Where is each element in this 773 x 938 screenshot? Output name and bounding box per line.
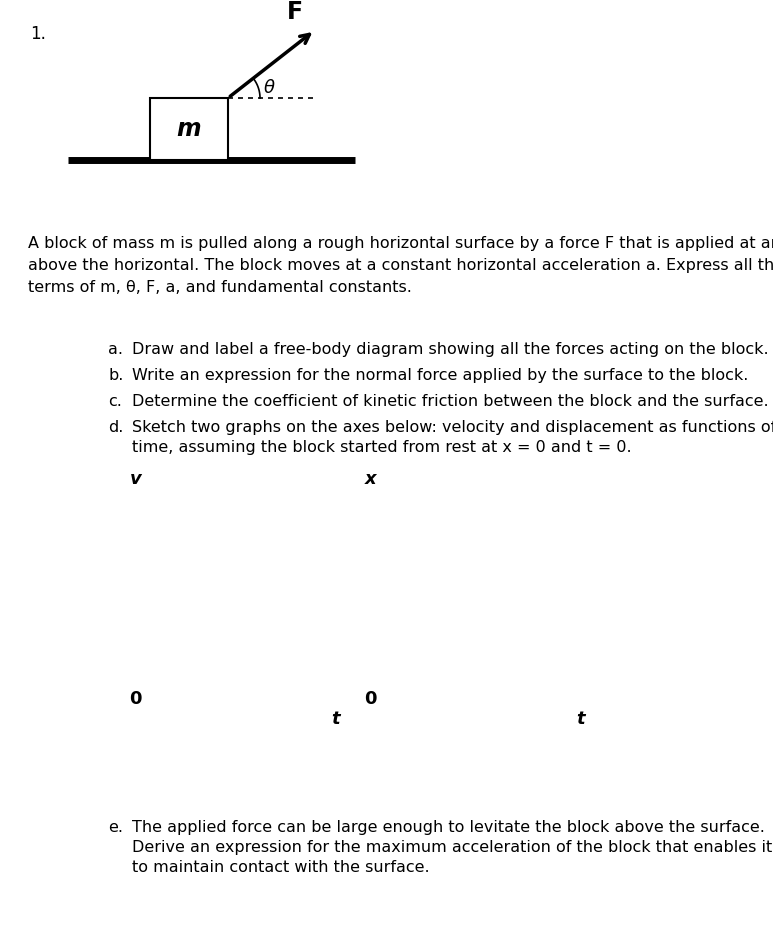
Text: terms of m, θ, F, a, and fundamental constants.: terms of m, θ, F, a, and fundamental con… — [28, 280, 412, 295]
Text: v: v — [131, 470, 142, 488]
Text: c.: c. — [108, 394, 122, 409]
Text: e.: e. — [108, 820, 123, 835]
Text: Sketch two graphs on the axes below: velocity and displacement as functions of: Sketch two graphs on the axes below: vel… — [132, 420, 773, 435]
Text: to maintain contact with the surface.: to maintain contact with the surface. — [132, 860, 430, 875]
Text: above the horizontal. The block moves at a constant horizontal acceleration a. E: above the horizontal. The block moves at… — [28, 258, 773, 273]
Text: The applied force can be large enough to levitate the block above the surface.: The applied force can be large enough to… — [132, 820, 764, 835]
Text: a.: a. — [108, 342, 123, 357]
Text: Write an expression for the normal force applied by the surface to the block.: Write an expression for the normal force… — [132, 368, 748, 383]
Text: b.: b. — [108, 368, 124, 383]
Text: m: m — [177, 117, 201, 141]
Text: Derive an expression for the maximum acceleration of the block that enables it: Derive an expression for the maximum acc… — [132, 840, 772, 855]
Text: Determine the coefficient of kinetic friction between the block and the surface.: Determine the coefficient of kinetic fri… — [132, 394, 768, 409]
Text: 1.: 1. — [30, 25, 46, 43]
Bar — [150, 98, 228, 160]
Text: 0: 0 — [364, 689, 376, 707]
Text: t: t — [332, 710, 340, 728]
Text: t: t — [577, 710, 585, 728]
Text: F: F — [287, 0, 303, 24]
Text: A block of mass m is pulled along a rough horizontal surface by a force F that i: A block of mass m is pulled along a roug… — [28, 236, 773, 251]
Text: time, assuming the block started from rest at x = 0 and t = 0.: time, assuming the block started from re… — [132, 440, 632, 455]
Text: 0: 0 — [130, 689, 142, 707]
Text: x: x — [365, 470, 376, 488]
Text: Draw and label a free-body diagram showing all the forces acting on the block.: Draw and label a free-body diagram showi… — [132, 342, 768, 357]
Text: θ: θ — [264, 79, 274, 97]
Text: d.: d. — [108, 420, 124, 435]
